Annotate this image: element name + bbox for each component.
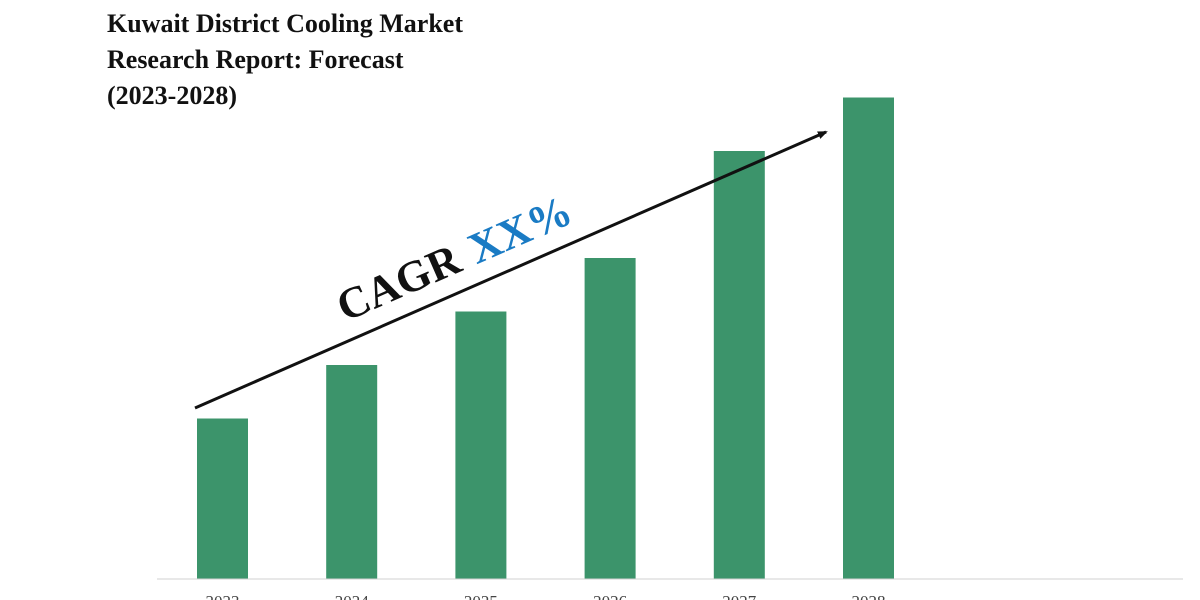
x-tick-label-2023: 2023 bbox=[206, 592, 240, 600]
cagr-annotation: CAGR XX% bbox=[329, 186, 579, 331]
bar-2026 bbox=[584, 258, 636, 579]
title-line-1: Kuwait District Cooling Market bbox=[107, 9, 464, 38]
bar-2025 bbox=[455, 311, 507, 579]
cagr-label: CAGR bbox=[329, 234, 468, 331]
tick-labels-layer: 2023 2024 2025 2026 2027 2028 bbox=[206, 592, 886, 600]
svg-text:CAGR XX%: CAGR XX% bbox=[329, 186, 579, 331]
cagr-value: XX% bbox=[461, 186, 579, 274]
trend-arrow bbox=[194, 130, 828, 410]
x-tick-label-2026: 2026 bbox=[593, 592, 627, 600]
chart-title: Kuwait District Cooling Market Research … bbox=[107, 6, 627, 114]
bar-2024 bbox=[326, 365, 378, 579]
x-tick-label-2028: 2028 bbox=[852, 592, 886, 600]
x-tick-label-2027: 2027 bbox=[722, 592, 757, 600]
bar-2027 bbox=[713, 151, 765, 579]
bar-2028 bbox=[843, 97, 894, 579]
x-tick-label-2024: 2024 bbox=[335, 592, 370, 600]
title-line-3: (2023-2028) bbox=[107, 81, 237, 110]
x-tick-label-2025: 2025 bbox=[464, 592, 498, 600]
title-line-2: Research Report: Forecast bbox=[107, 45, 404, 74]
bar-2023 bbox=[197, 418, 248, 579]
bars-layer bbox=[197, 97, 894, 579]
